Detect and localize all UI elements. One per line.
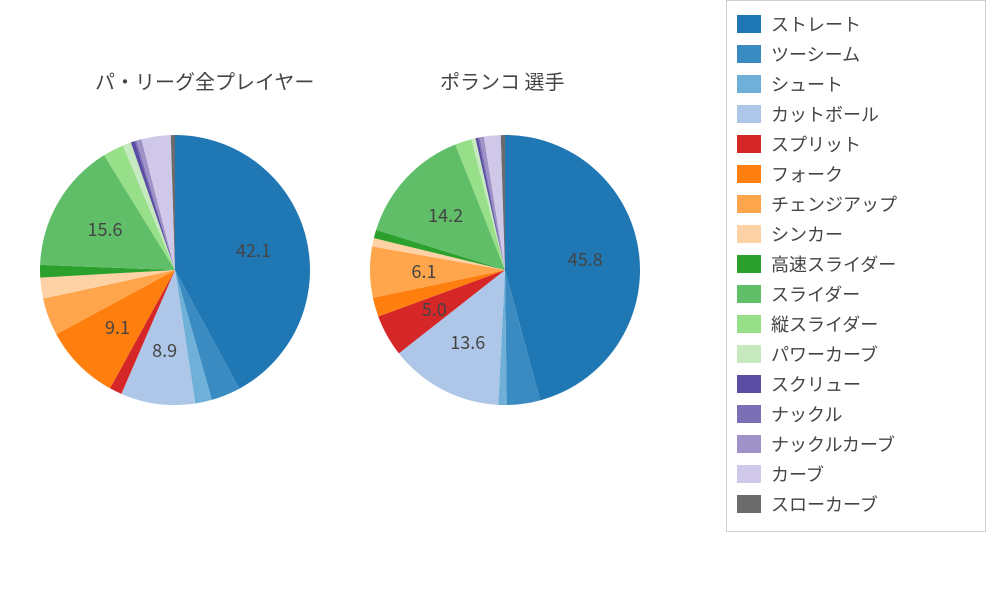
legend-item: ストレート (737, 11, 975, 37)
legend-item: シンカー (737, 221, 975, 247)
legend-label: シンカー (771, 221, 843, 247)
legend-item: シュート (737, 71, 975, 97)
legend-label: ツーシーム (771, 41, 860, 67)
legend-label: 縦スライダー (771, 311, 878, 337)
legend-item: ナックル (737, 401, 975, 427)
legend-item: スプリット (737, 131, 975, 157)
legend-label: ナックルカーブ (771, 431, 895, 457)
legend-label: シュート (771, 71, 843, 97)
legend-swatch (737, 165, 761, 183)
legend-label: ナックル (771, 401, 842, 427)
legend-item: スライダー (737, 281, 975, 307)
league-pie-svg (40, 135, 310, 405)
legend-label: スローカーブ (771, 491, 878, 517)
legend-swatch (737, 45, 761, 63)
legend: ストレートツーシームシュートカットボールスプリットフォークチェンジアップシンカー… (726, 0, 986, 532)
legend-item: フォーク (737, 161, 975, 187)
legend-swatch (737, 75, 761, 93)
legend-label: カットボール (771, 101, 879, 127)
legend-swatch (737, 255, 761, 273)
legend-swatch (737, 495, 761, 513)
legend-swatch (737, 405, 761, 423)
player-chart-title: ポランコ 選手 (440, 66, 564, 95)
legend-label: スクリュー (771, 371, 861, 397)
legend-swatch (737, 285, 761, 303)
legend-swatch (737, 135, 761, 153)
legend-label: パワーカーブ (771, 341, 878, 367)
legend-item: 縦スライダー (737, 311, 975, 337)
legend-swatch (737, 465, 761, 483)
legend-swatch (737, 195, 761, 213)
legend-swatch (737, 345, 761, 363)
legend-item: カットボール (737, 101, 975, 127)
legend-swatch (737, 315, 761, 333)
legend-item: 高速スライダー (737, 251, 975, 277)
player-pie-svg (370, 135, 640, 405)
legend-label: スライダー (771, 281, 860, 307)
player-pie-chart (370, 135, 640, 405)
legend-swatch (737, 375, 761, 393)
legend-label: スプリット (771, 131, 861, 157)
legend-label: フォーク (771, 161, 843, 187)
legend-label: ストレート (771, 11, 861, 37)
legend-item: ナックルカーブ (737, 431, 975, 457)
legend-swatch (737, 15, 761, 33)
legend-item: スローカーブ (737, 491, 975, 517)
legend-item: パワーカーブ (737, 341, 975, 367)
league-pie-chart (40, 135, 310, 405)
legend-swatch (737, 105, 761, 123)
chart-root: パ・リーグ全プレイヤー ポランコ 選手 ストレートツーシームシュートカットボール… (0, 0, 1000, 600)
legend-item: チェンジアップ (737, 191, 975, 217)
legend-swatch (737, 435, 761, 453)
legend-swatch (737, 225, 761, 243)
legend-label: 高速スライダー (771, 251, 896, 277)
legend-label: カーブ (771, 461, 824, 487)
legend-item: カーブ (737, 461, 975, 487)
legend-item: ツーシーム (737, 41, 975, 67)
legend-item: スクリュー (737, 371, 975, 397)
league-chart-title: パ・リーグ全プレイヤー (95, 66, 314, 95)
legend-label: チェンジアップ (771, 191, 897, 217)
